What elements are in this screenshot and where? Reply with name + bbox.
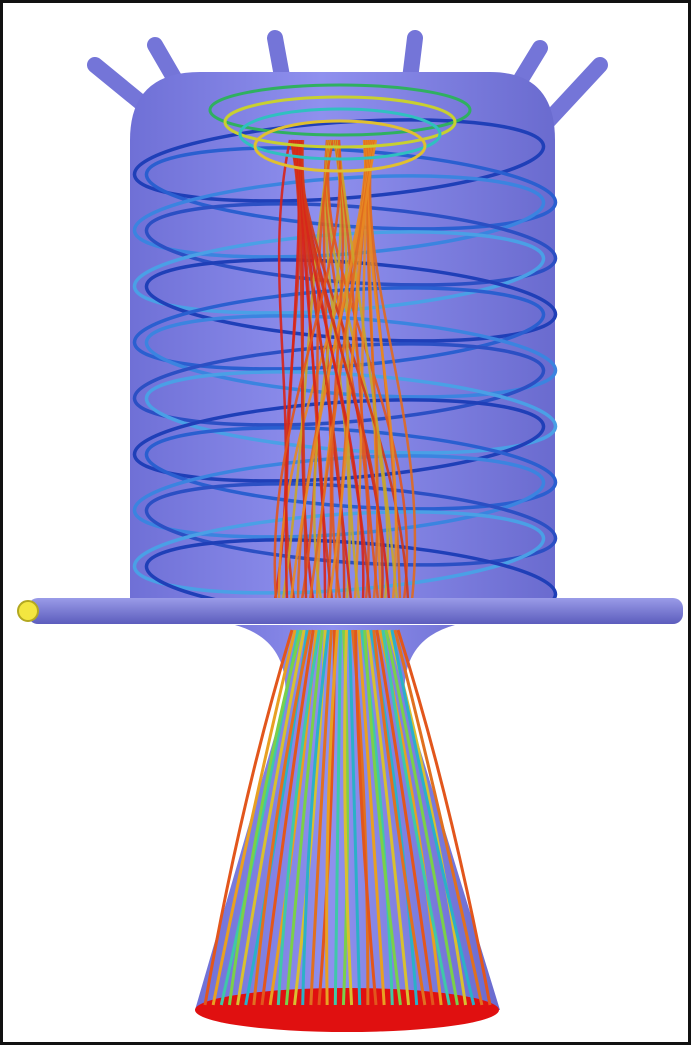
cfd-image bbox=[0, 0, 691, 1045]
pipe-inlet bbox=[18, 601, 38, 621]
horizontal-pipe bbox=[28, 598, 683, 624]
page: (() => { const g = document.getElementBy… bbox=[0, 0, 691, 1045]
